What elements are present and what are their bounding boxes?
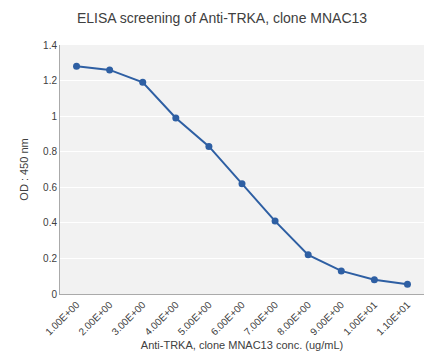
svg-text:2.00E+00: 2.00E+00 — [76, 299, 115, 338]
svg-text:Anti-TRKA, clone MNAC13 conc.: Anti-TRKA, clone MNAC13 conc. (ug/mL) — [141, 339, 343, 351]
svg-text:1.2: 1.2 — [43, 75, 57, 86]
svg-text:1: 1 — [51, 111, 57, 122]
svg-text:1.00E+01: 1.00E+01 — [341, 299, 380, 338]
svg-text:8.00E+00: 8.00E+00 — [275, 299, 314, 338]
svg-text:OD : 450 nm: OD : 450 nm — [18, 138, 30, 200]
svg-text:0.6: 0.6 — [43, 182, 57, 193]
svg-text:1.4: 1.4 — [43, 40, 57, 51]
svg-text:1.00E+00: 1.00E+00 — [43, 299, 82, 338]
svg-text:3.00E+00: 3.00E+00 — [109, 299, 148, 338]
svg-text:4.00E+00: 4.00E+00 — [143, 299, 182, 338]
svg-text:5.00E+00: 5.00E+00 — [176, 299, 215, 338]
svg-text:1.10E+01: 1.10E+01 — [374, 299, 413, 338]
svg-text:0.2: 0.2 — [43, 253, 57, 264]
svg-text:0.8: 0.8 — [43, 146, 57, 157]
svg-text:6.00E+00: 6.00E+00 — [209, 299, 248, 338]
svg-text:0.4: 0.4 — [43, 217, 57, 228]
svg-text:0: 0 — [51, 289, 57, 300]
svg-text:7.00E+00: 7.00E+00 — [242, 299, 281, 338]
svg-text:ELISA screening of Anti-TRKA,: ELISA screening of Anti-TRKA, clone MNAC… — [77, 10, 367, 26]
svg-text:9.00E+00: 9.00E+00 — [308, 299, 347, 338]
